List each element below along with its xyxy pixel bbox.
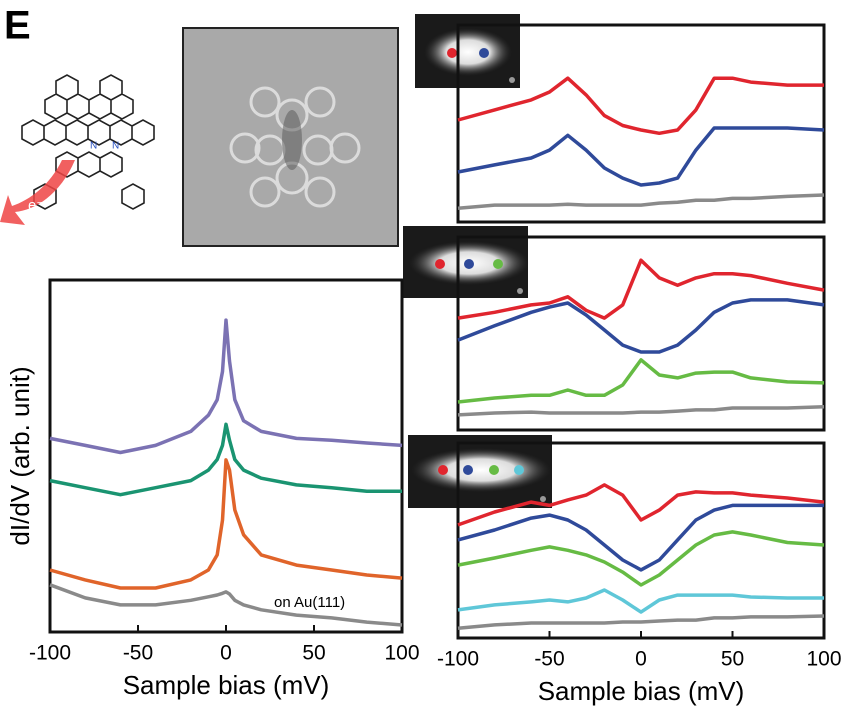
x-tick-label: 100 — [806, 648, 841, 671]
x-tick-label: 0 — [220, 642, 232, 665]
electron-label: e⁻ — [28, 197, 44, 214]
series-line — [457, 358, 825, 404]
series-line — [457, 76, 824, 136]
x-axis-label: Sample bias (mV) — [123, 670, 330, 700]
x-tick-label: -50 — [534, 648, 564, 671]
panel-label: E — [4, 4, 31, 48]
series-line — [457, 126, 825, 187]
x-axis-label: Sample bias (mV) — [538, 676, 745, 706]
stm-image — [182, 27, 399, 247]
plot-frame — [456, 235, 826, 432]
series-line — [457, 405, 825, 417]
plot-frame — [456, 23, 826, 224]
x-tick-label: -100 — [437, 648, 479, 671]
inset-image — [408, 435, 552, 508]
x-tick-label: -50 — [123, 642, 153, 665]
series-line — [457, 614, 825, 631]
x-tick-label: 50 — [302, 642, 325, 665]
series-line — [457, 530, 825, 587]
x-tick-label: -100 — [29, 642, 71, 665]
annotation: on Au(111) — [274, 594, 345, 611]
series-line — [49, 458, 403, 590]
series-line — [49, 318, 403, 455]
atom-label: N — [112, 141, 119, 152]
atom-label: N — [90, 141, 97, 152]
series-line — [457, 298, 825, 354]
molecule — [21, 74, 155, 210]
series-line — [457, 258, 825, 320]
y-axis-label: dI/dV (arb. unit) — [5, 366, 35, 545]
series-line — [49, 422, 402, 497]
x-tick-label: 100 — [384, 642, 419, 665]
series-line — [457, 588, 824, 614]
series-line — [457, 503, 824, 572]
series-line — [457, 193, 825, 210]
x-tick-label: 50 — [721, 648, 744, 671]
series-line — [457, 483, 825, 527]
series-line — [49, 583, 403, 627]
electron-arrow — [0, 160, 75, 225]
x-tick-label: 0 — [635, 648, 647, 671]
